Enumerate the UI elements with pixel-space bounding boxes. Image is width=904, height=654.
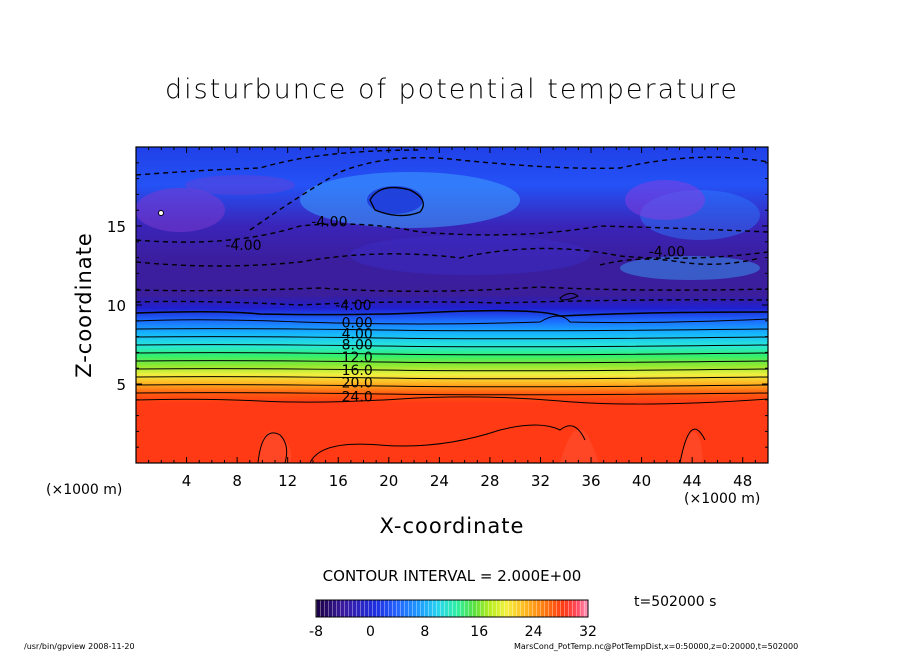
y-axis: 5 10 15 bbox=[107, 162, 768, 448]
contour-label: 16.0 bbox=[342, 363, 373, 379]
contour-label: -4.00 bbox=[649, 244, 685, 260]
chart-title: disturbunce of potential temperature bbox=[165, 74, 739, 105]
contour-label: 4.00 bbox=[342, 326, 373, 342]
x-tick-label: 24 bbox=[430, 472, 449, 490]
contour-interval-label: CONTOUR INTERVAL = 2.000E+00 bbox=[322, 567, 582, 585]
colorbar-tick-label: 32 bbox=[579, 624, 597, 640]
contour-label: 12.0 bbox=[342, 350, 373, 366]
y-axis-label: Z-coordinate bbox=[72, 232, 96, 378]
contour-label: 24.0 bbox=[342, 390, 373, 406]
y-axis-unit: (×1000 m) bbox=[46, 482, 123, 498]
x-axis: 4 8 12 16 20 24 28 32 36 40 44 48 bbox=[148, 147, 756, 490]
contour-lines bbox=[136, 186, 768, 463]
x-tick-label: 28 bbox=[480, 472, 499, 490]
footer-command: /usr/bin/gpview 2008-11-20 bbox=[24, 642, 135, 651]
colorbar-tick-label: 8 bbox=[420, 624, 429, 640]
contour-label: 8.00 bbox=[342, 338, 373, 354]
x-tick-label: 40 bbox=[632, 472, 651, 490]
colorbar-tick-label: 0 bbox=[366, 624, 375, 640]
x-tick-label: 16 bbox=[329, 472, 348, 490]
contour-label: -4.00 bbox=[225, 238, 261, 254]
x-tick-label: 4 bbox=[182, 472, 192, 490]
contour-labels: 24.020.016.012.08.004.000.00-4.00-4.00-4… bbox=[225, 214, 685, 405]
x-tick-label: 20 bbox=[379, 472, 398, 490]
x-tick-label: 36 bbox=[581, 472, 600, 490]
contour-label: -4.00 bbox=[311, 214, 347, 230]
x-tick-label: 12 bbox=[278, 472, 297, 490]
colorbar-stripes bbox=[316, 600, 588, 617]
x-tick-label: 8 bbox=[232, 472, 242, 490]
y-tick-label: 10 bbox=[107, 297, 126, 315]
colorbar-ticks: -8 0 8 16 24 32 bbox=[309, 624, 597, 640]
colorbar-tick-label: -8 bbox=[309, 624, 323, 640]
contour-label: 0.00 bbox=[342, 315, 373, 331]
footer-source: MarsCond_PotTemp.nc@PotTempDist,x=0:5000… bbox=[514, 642, 799, 651]
colorbar-tick-label: 24 bbox=[525, 624, 543, 640]
time-label: t=502000 s bbox=[634, 594, 717, 610]
x-tick-label: 48 bbox=[733, 472, 752, 490]
contour-lines-negative bbox=[136, 149, 768, 306]
x-axis-label: X-coordinate bbox=[379, 514, 525, 538]
x-axis-unit: (×1000 m) bbox=[684, 491, 761, 507]
colorbar: -8 0 8 16 24 32 bbox=[309, 599, 597, 640]
y-tick-label: 15 bbox=[107, 218, 126, 236]
heatmap-field bbox=[136, 147, 768, 463]
colorbar-tick-label: 16 bbox=[470, 624, 488, 640]
contour-label: 20.0 bbox=[342, 375, 373, 391]
y-tick-label: 5 bbox=[116, 376, 126, 394]
contour-label: -4.00 bbox=[335, 298, 371, 314]
colorbar-frame bbox=[315, 599, 589, 618]
x-tick-label: 44 bbox=[683, 472, 702, 490]
x-tick-label: 32 bbox=[531, 472, 550, 490]
